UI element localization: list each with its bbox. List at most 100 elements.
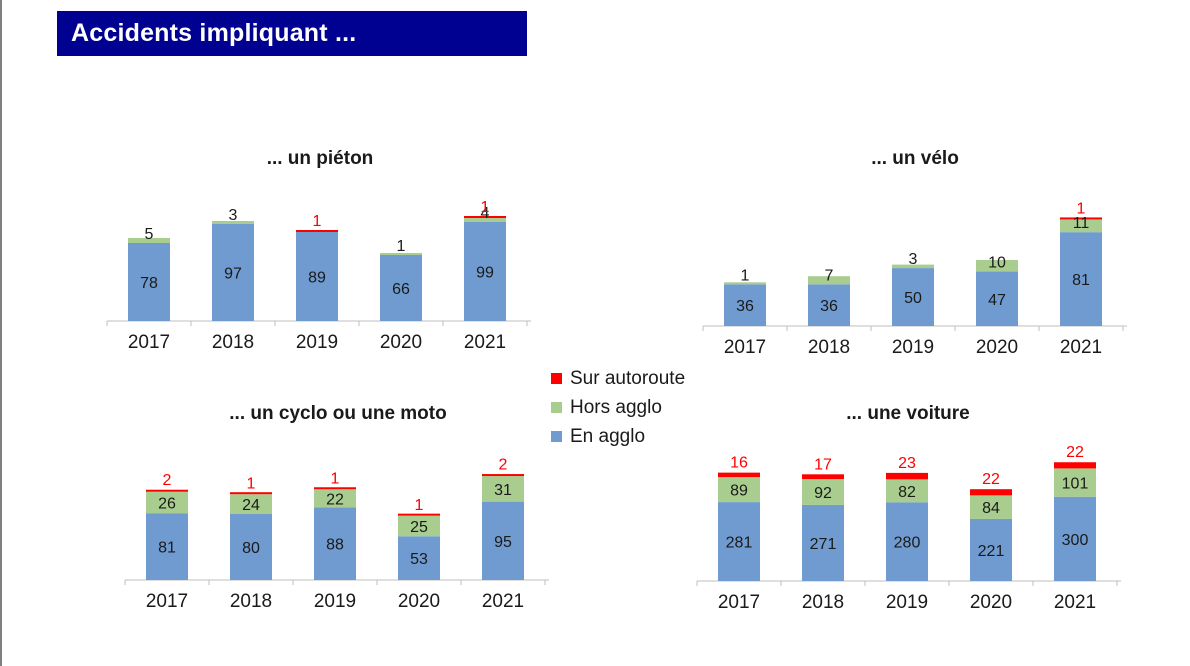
legend-swatch-sur-autoroute xyxy=(551,373,562,384)
data-label-hors-agglo: 24 xyxy=(242,497,260,514)
data-label-hors-agglo: 89 xyxy=(730,483,748,500)
bar-segment-hors-agglo-2021 xyxy=(482,476,524,502)
x-tick-label: 2021 xyxy=(482,591,524,612)
bar-segment-sur-autoroute-2018 xyxy=(230,492,272,495)
data-label-sur-autoroute: 16 xyxy=(730,455,748,472)
data-label-hors-agglo: 84 xyxy=(982,500,1000,517)
bar-segment-hors-agglo-2021 xyxy=(464,218,506,222)
x-tick-label: 2019 xyxy=(314,591,356,612)
data-label-en-agglo: 221 xyxy=(978,543,1005,560)
bar-segment-en-agglo-2021 xyxy=(464,222,506,321)
bar-segment-sur-autoroute-2019 xyxy=(314,487,356,490)
data-label-sur-autoroute: 1 xyxy=(331,470,340,487)
bar-segment-en-agglo-2020 xyxy=(976,271,1018,326)
bar-segment-sur-autoroute-2021 xyxy=(1054,462,1096,469)
data-label-sur-autoroute: 2 xyxy=(163,472,172,489)
bar-segment-en-agglo-2018 xyxy=(212,224,254,321)
data-label-en-agglo: 81 xyxy=(1072,272,1090,289)
data-label-hors-agglo: 11 xyxy=(1073,215,1090,232)
x-tick-label: 2018 xyxy=(808,337,850,358)
data-label-en-agglo: 47 xyxy=(988,292,1006,309)
bar-segment-sur-autoroute-2021 xyxy=(482,474,524,477)
bar-segment-hors-agglo-2021 xyxy=(1060,219,1102,233)
chart-title-cyclo-moto: ... un cyclo ou une moto xyxy=(229,403,447,424)
x-tick-label: 2019 xyxy=(886,592,928,613)
bar-segment-sur-autoroute-2021 xyxy=(1060,217,1102,220)
data-label-sur-autoroute: 1 xyxy=(1077,200,1086,217)
bar-segment-en-agglo-2017 xyxy=(724,284,766,326)
data-label-en-agglo: 36 xyxy=(820,298,838,315)
data-label-sur-autoroute: 1 xyxy=(247,475,256,492)
chart-title-pieton: ... un piéton xyxy=(266,148,374,169)
x-tick-label: 2018 xyxy=(802,592,844,613)
page-title: Accidents impliquant ... xyxy=(57,11,527,56)
legend-item-sur-autoroute: Sur autoroute xyxy=(551,364,721,393)
bar-segment-hors-agglo-2018 xyxy=(802,479,844,505)
chart-title-velo: ... un vélo xyxy=(871,148,959,169)
data-label-en-agglo: 99 xyxy=(476,265,494,282)
data-label-hors-agglo: 10 xyxy=(988,255,1006,272)
data-label-sur-autoroute: 2 xyxy=(499,456,508,473)
data-label-sur-autoroute: 23 xyxy=(898,455,916,472)
data-label-en-agglo: 36 xyxy=(736,298,754,315)
x-tick-label: 2018 xyxy=(212,332,254,353)
x-tick-label: 2020 xyxy=(398,591,440,612)
legend-label: Hors agglo xyxy=(570,396,662,418)
data-label-en-agglo: 81 xyxy=(158,540,176,557)
legend-item-hors-agglo: Hors agglo xyxy=(551,393,721,422)
x-tick-label: 2017 xyxy=(146,591,188,612)
data-label-hors-agglo: 1 xyxy=(397,238,406,255)
bar-segment-hors-agglo-2019 xyxy=(314,489,356,508)
bar-segment-hors-agglo-2019 xyxy=(886,479,928,503)
legend: Sur autoroute Hors agglo En agglo xyxy=(551,364,721,451)
x-tick-label: 2021 xyxy=(1054,592,1096,613)
bar-segment-en-agglo-2019 xyxy=(886,502,928,581)
data-label-en-agglo: 281 xyxy=(726,535,753,552)
bar-segment-hors-agglo-2020 xyxy=(976,259,1018,272)
bar-segment-hors-agglo-2019 xyxy=(892,264,934,269)
bar-segment-hors-agglo-2021 xyxy=(1054,468,1096,497)
bar-segment-hors-agglo-2017 xyxy=(724,282,766,285)
legend-label: En agglo xyxy=(570,425,646,447)
data-label-sur-autoroute: 1 xyxy=(313,213,322,230)
x-tick-label: 2020 xyxy=(970,592,1012,613)
data-label-hors-agglo: 5 xyxy=(145,226,154,243)
data-label-hors-agglo: 22 xyxy=(326,491,344,508)
data-label-hors-agglo: 3 xyxy=(909,251,918,268)
data-label-sur-autoroute: 17 xyxy=(814,456,832,473)
x-tick-label: 2017 xyxy=(718,592,760,613)
x-tick-label: 2017 xyxy=(128,332,170,353)
data-label-en-agglo: 80 xyxy=(242,540,260,557)
bar-segment-en-agglo-2018 xyxy=(808,284,850,326)
x-tick-label: 2018 xyxy=(230,591,272,612)
bar-segment-hors-agglo-2017 xyxy=(128,238,170,243)
chart-voiture: 281 89 16 2017 271 92 17 2018 280 82 23 2019 221 84 22… xyxy=(696,444,1121,613)
bar-segment-hors-agglo-2018 xyxy=(230,494,272,514)
data-label-hors-agglo: 26 xyxy=(158,495,176,512)
bar-segment-hors-agglo-2017 xyxy=(146,491,188,514)
bar-segment-en-agglo-2017 xyxy=(146,513,188,580)
bar-segment-hors-agglo-2017 xyxy=(718,477,760,503)
left-border xyxy=(0,0,2,666)
bar-segment-hors-agglo-2020 xyxy=(380,253,422,255)
legend-swatch-en-agglo xyxy=(551,431,562,442)
bar-segment-sur-autoroute-2017 xyxy=(718,472,760,478)
bar-segment-hors-agglo-2020 xyxy=(398,515,440,537)
data-label-sur-autoroute: 22 xyxy=(982,471,1000,488)
bar-segment-sur-autoroute-2019 xyxy=(886,472,928,480)
bar-segment-en-agglo-2017 xyxy=(718,502,760,581)
data-label-en-agglo: 300 xyxy=(1062,532,1089,549)
data-label-en-agglo: 95 xyxy=(494,534,512,551)
data-label-en-agglo: 53 xyxy=(410,551,428,568)
data-label-sur-autoroute: 1 xyxy=(415,497,424,514)
chart-cyclo-moto: 81 26 2 2017 80 24 1 2018 88 22 1 2019 53 25 1 2020 95 31… xyxy=(124,456,549,612)
data-label-hors-agglo: 4 xyxy=(481,205,490,222)
legend-swatch-hors-agglo xyxy=(551,402,562,413)
bar-segment-en-agglo-2021 xyxy=(1060,232,1102,326)
data-label-hors-agglo: 7 xyxy=(825,267,834,284)
bar-segment-en-agglo-2020 xyxy=(398,536,440,580)
data-label-hors-agglo: 3 xyxy=(229,207,238,224)
data-label-hors-agglo: 101 xyxy=(1062,476,1089,493)
